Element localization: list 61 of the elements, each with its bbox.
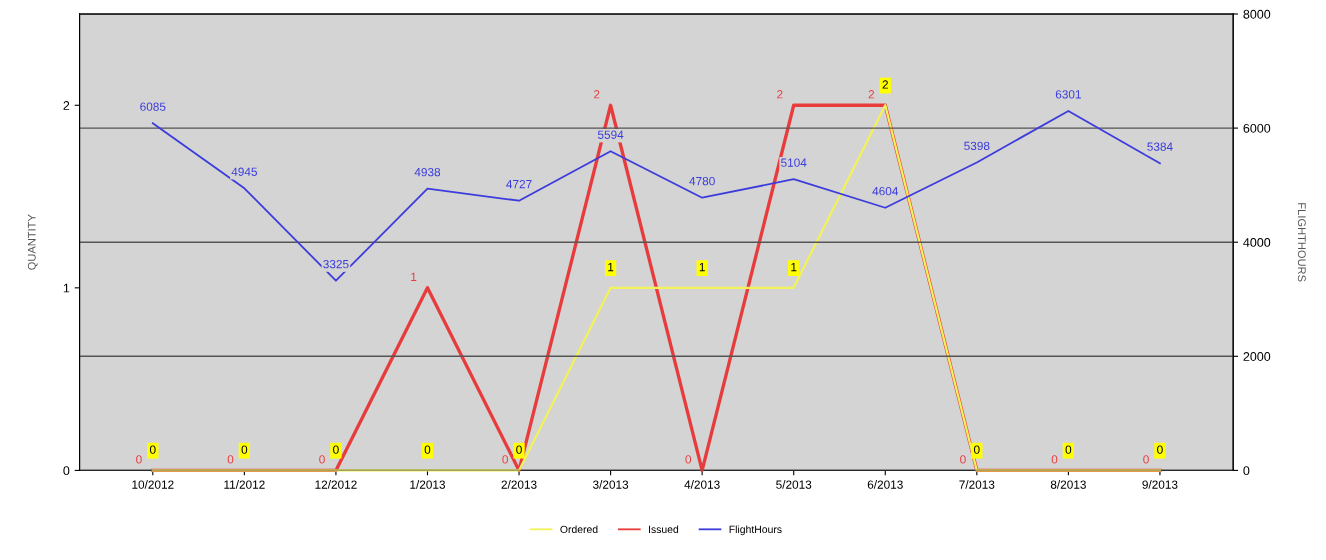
data-label: 1 bbox=[699, 263, 705, 272]
x-tick-label: 9/2013 bbox=[1142, 480, 1178, 489]
y2-axis-title: FLIGHTHOURS bbox=[1297, 203, 1306, 282]
data-label: 4945 bbox=[231, 167, 257, 176]
data-label: 4780 bbox=[689, 176, 715, 186]
y2-tick-label: 8000 bbox=[1243, 9, 1271, 19]
x-tick-label: 8/2013 bbox=[1050, 480, 1086, 489]
x-tick-label: 5/2013 bbox=[776, 480, 812, 489]
data-label: 0 bbox=[960, 455, 966, 464]
data-label: 0 bbox=[424, 445, 431, 454]
x-tick-label: 1/2013 bbox=[410, 480, 446, 489]
y2-tick-label: 2000 bbox=[1243, 352, 1271, 361]
data-label: 6301 bbox=[1055, 90, 1081, 99]
data-label: 6085 bbox=[140, 102, 166, 111]
data-label: 0 bbox=[1051, 455, 1058, 464]
y-axis-title: QUANTITY bbox=[27, 214, 38, 270]
x-tick-label: 6/2013 bbox=[867, 480, 903, 489]
x-tick-label: 11/2012 bbox=[224, 480, 265, 489]
x-tick-label: 7/2013 bbox=[959, 480, 995, 489]
legend-label: Ordered bbox=[560, 525, 598, 534]
data-label: 1 bbox=[608, 263, 614, 272]
data-label: 0 bbox=[227, 455, 234, 464]
legend-label: Issued bbox=[649, 525, 679, 534]
data-label: 0 bbox=[1065, 445, 1072, 454]
data-label: 0 bbox=[1143, 455, 1149, 464]
data-label: 0 bbox=[1157, 445, 1163, 454]
x-tick-label: 3/2013 bbox=[592, 480, 629, 489]
data-label: 5384 bbox=[1147, 142, 1173, 151]
data-label: 5398 bbox=[964, 141, 990, 151]
x-tick-label: 10/2012 bbox=[132, 480, 174, 489]
data-label: 5594 bbox=[597, 130, 624, 139]
data-label: 0 bbox=[685, 455, 692, 464]
data-label: 1 bbox=[791, 263, 797, 272]
data-label: 0 bbox=[974, 445, 980, 454]
data-label: 4938 bbox=[414, 167, 441, 177]
data-label: 2 bbox=[777, 90, 783, 99]
data-label: 0 bbox=[516, 445, 522, 454]
legend-label: FlightHours bbox=[729, 525, 782, 536]
x-tick-label: 12/2012 bbox=[315, 480, 357, 489]
data-label: 0 bbox=[149, 445, 156, 454]
y2-tick-label: 4000 bbox=[1243, 238, 1271, 247]
data-label: 0 bbox=[333, 445, 339, 454]
data-label: 2 bbox=[882, 80, 888, 89]
data-label: 0 bbox=[136, 455, 142, 464]
data-label: 4727 bbox=[506, 179, 532, 189]
data-label: 0 bbox=[502, 455, 508, 464]
data-label: 2 bbox=[868, 90, 875, 99]
data-label: 5104 bbox=[781, 158, 807, 167]
data-label: 0 bbox=[241, 445, 248, 454]
x-tick-label: 4/2013 bbox=[684, 480, 720, 489]
data-label: 3325 bbox=[323, 259, 349, 269]
y2-tick-label: 6000 bbox=[1243, 123, 1271, 133]
data-label: 2 bbox=[594, 90, 600, 99]
y-tick-label: 0 bbox=[63, 466, 70, 476]
data-label: 1 bbox=[411, 272, 417, 281]
y-tick-label: 2 bbox=[63, 101, 70, 110]
x-tick-label: 2/2013 bbox=[501, 480, 537, 489]
data-label: 4604 bbox=[872, 187, 899, 196]
data-label: 0 bbox=[319, 455, 325, 464]
y-tick-label: 1 bbox=[63, 283, 70, 293]
y2-tick-label: 0 bbox=[1243, 466, 1250, 476]
